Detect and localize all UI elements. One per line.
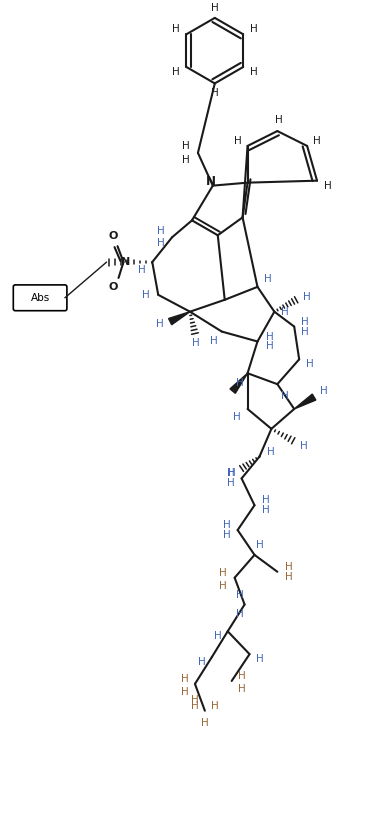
Text: H: H [238,684,246,694]
Text: H: H [301,327,309,337]
Text: Abs: Abs [30,293,50,303]
Text: H: H [214,631,222,641]
Text: H: H [285,562,293,572]
Text: H: H [320,386,328,396]
Text: O: O [109,282,118,292]
Text: H: H [303,292,311,302]
Text: H: H [236,378,244,388]
Text: O: O [109,231,118,242]
Text: H: H [262,495,269,505]
Text: H: H [201,717,209,727]
Polygon shape [168,312,190,324]
Text: H: H [264,274,271,284]
Text: H: H [281,391,289,401]
Text: H: H [300,441,308,450]
Text: H: H [157,226,165,237]
Text: H: H [276,115,283,125]
Text: H: H [181,687,189,697]
Text: H: H [223,530,230,540]
Text: H: H [191,695,199,705]
Text: H: H [285,572,293,581]
Text: H: H [192,338,200,348]
Text: H: H [198,657,206,667]
Text: H: H [313,136,321,146]
Text: H: H [236,590,244,600]
Text: H: H [265,342,273,351]
Text: H: H [233,412,241,422]
Text: H: H [250,25,258,34]
Text: H: H [211,3,219,13]
Text: H: H [143,290,150,300]
Text: H: H [238,671,246,681]
Text: H: H [157,238,165,248]
Text: H: H [182,141,190,151]
Text: H: H [306,360,314,369]
Polygon shape [230,373,247,393]
Text: H: H [156,319,164,328]
Text: H: H [171,25,179,34]
Polygon shape [294,394,316,409]
Text: H: H [219,568,227,577]
Text: H: H [138,265,146,275]
Text: H: H [236,609,244,619]
Text: H: H [227,468,235,478]
Text: H: H [171,67,179,77]
Text: H: H [265,332,273,342]
Text: H: H [181,674,189,684]
Text: N: N [206,175,216,188]
Text: H: H [256,540,263,550]
Text: H: H [223,520,230,530]
Text: H: H [267,446,274,457]
Text: H: H [262,505,269,515]
Text: H: H [281,306,289,317]
FancyBboxPatch shape [13,285,67,310]
Text: H: H [234,136,241,146]
Text: H: H [211,701,219,711]
Text: H: H [219,581,227,590]
Text: H: H [182,155,190,165]
Text: H: H [191,701,199,711]
Text: H: H [210,337,218,346]
Text: H: H [211,88,219,98]
Text: H: H [228,468,235,478]
Text: N: N [121,257,130,267]
Text: H: H [324,181,332,191]
Text: H: H [256,654,263,664]
Text: H: H [301,317,309,327]
Text: H: H [250,67,258,77]
Text: H: H [227,478,235,488]
